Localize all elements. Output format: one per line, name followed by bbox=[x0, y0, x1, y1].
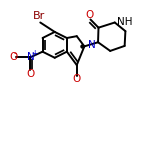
Text: NH: NH bbox=[117, 17, 132, 27]
Text: O: O bbox=[73, 74, 81, 84]
Text: +: + bbox=[31, 49, 38, 58]
Text: N: N bbox=[88, 40, 95, 50]
Text: O: O bbox=[86, 10, 94, 20]
Text: O: O bbox=[9, 52, 17, 62]
Text: -: - bbox=[14, 49, 17, 58]
Text: N: N bbox=[27, 52, 34, 62]
Text: O: O bbox=[26, 69, 34, 79]
Text: Br: Br bbox=[33, 11, 45, 21]
